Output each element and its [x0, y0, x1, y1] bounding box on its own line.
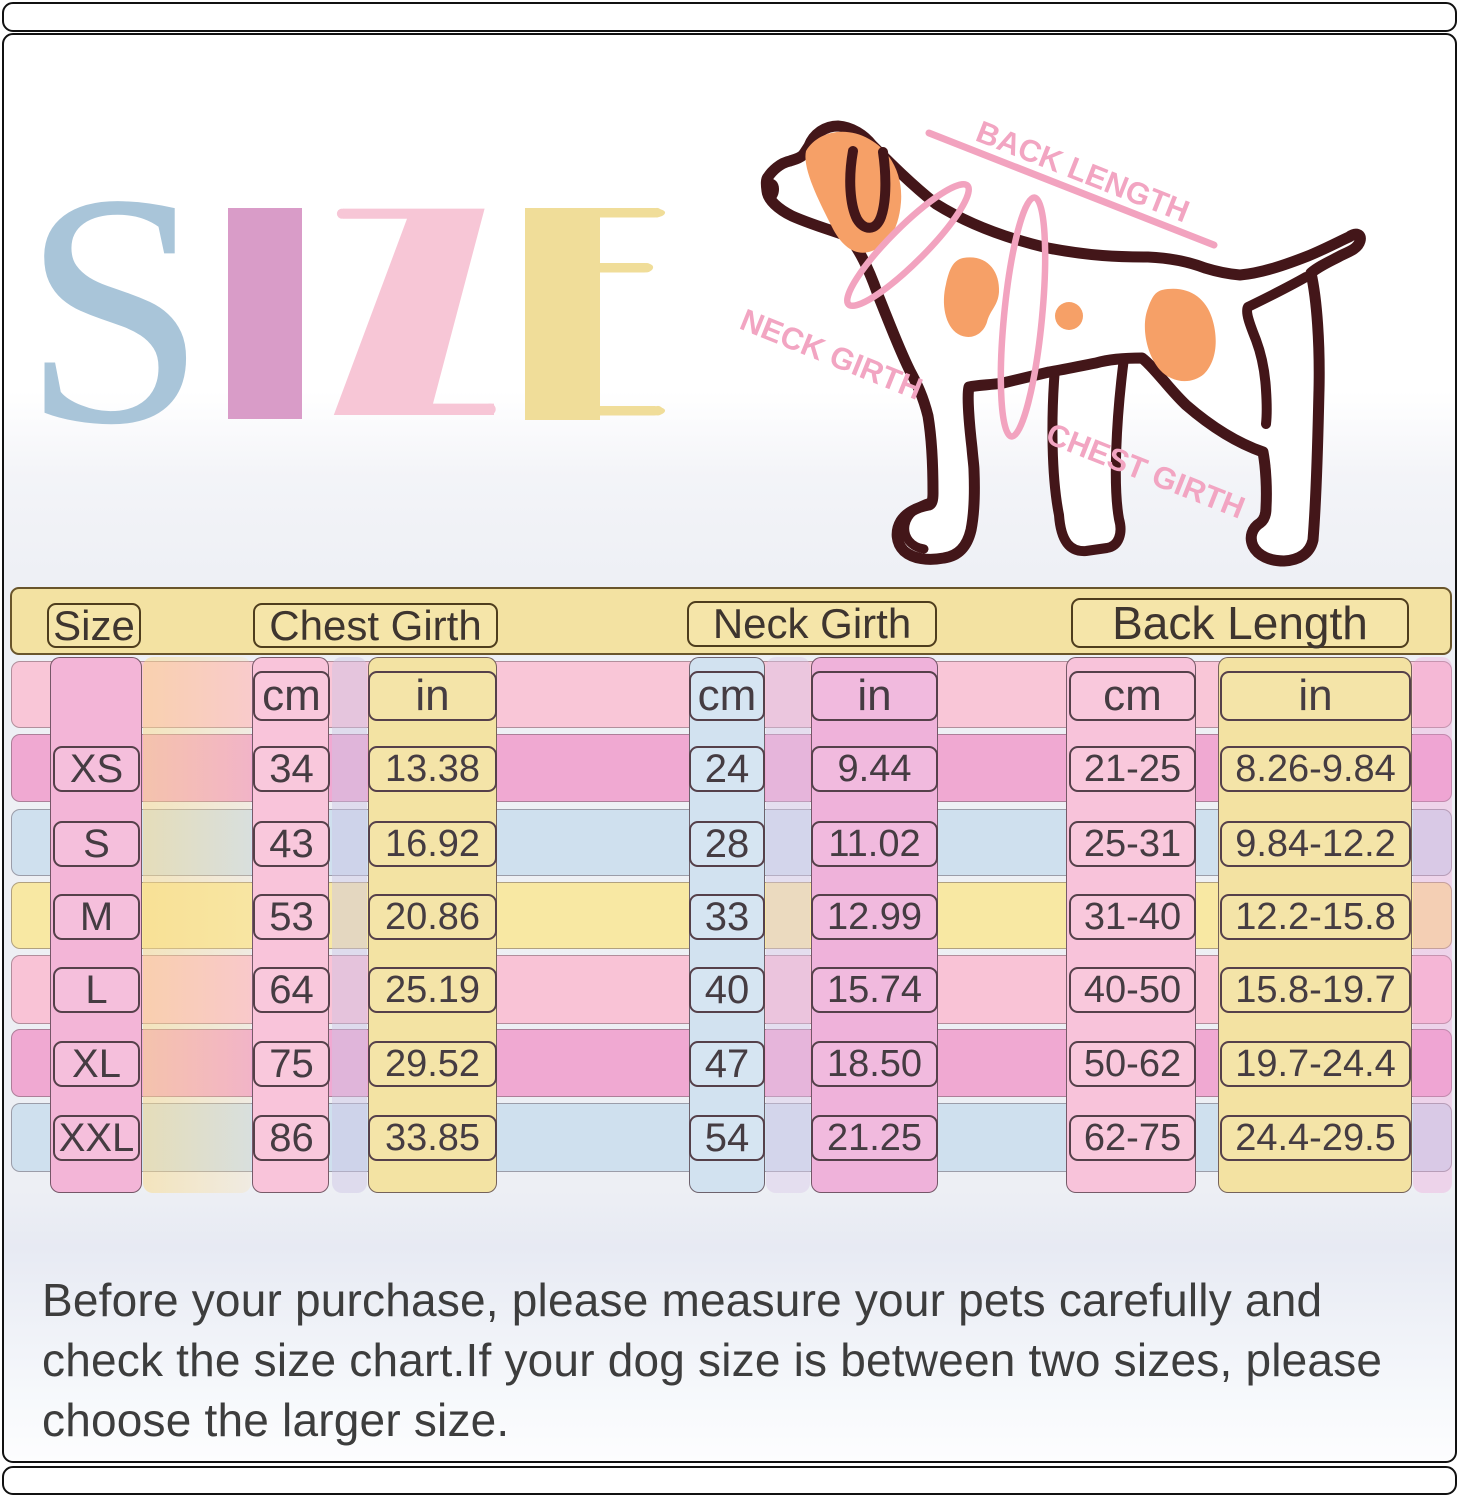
svg-text:S: S: [22, 125, 207, 493]
svg-text:BACK LENGTH: BACK LENGTH: [971, 114, 1194, 229]
